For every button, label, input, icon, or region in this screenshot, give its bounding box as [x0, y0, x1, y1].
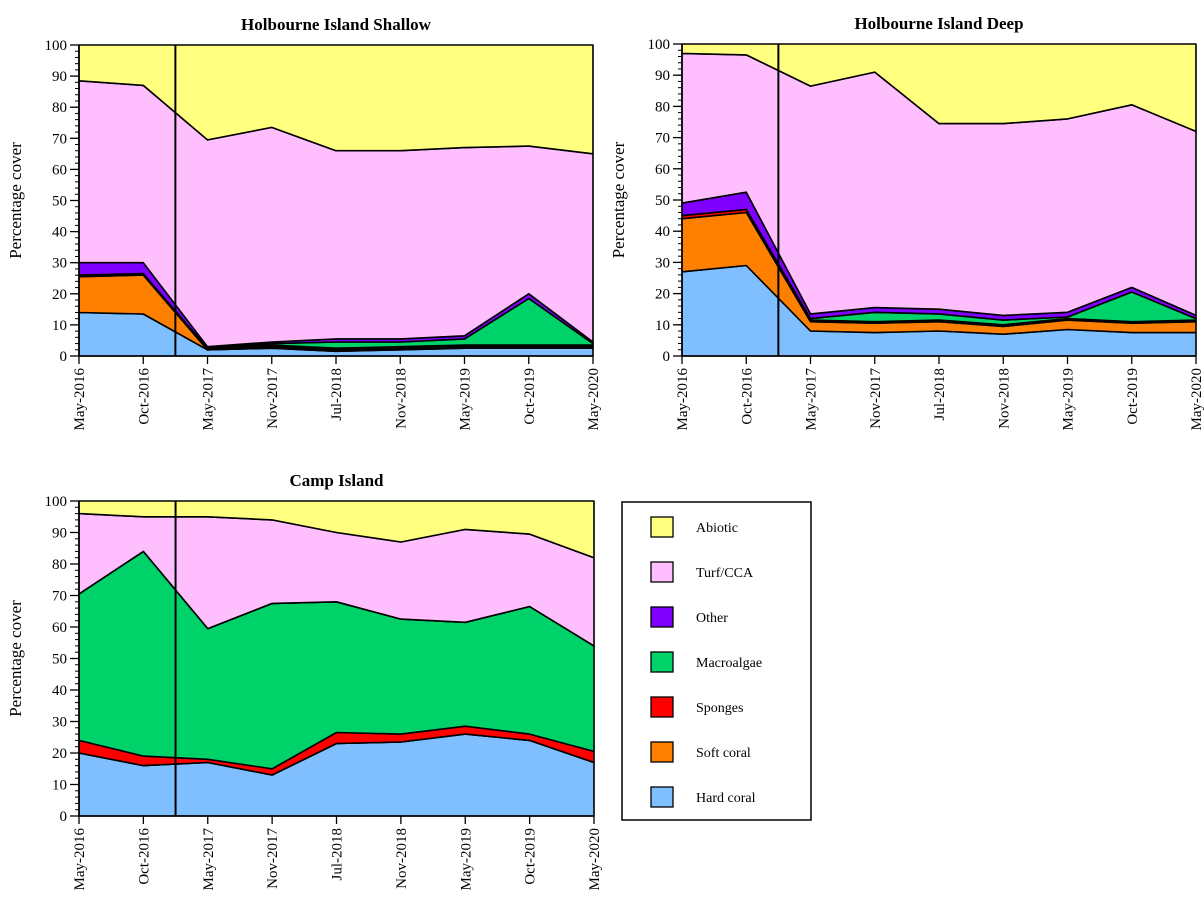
x-tick-label: Jul-2018 — [329, 368, 345, 421]
chart-camp-island: 0 10 20 30 40 50 60 70 80 90 100 May-2016 Oct-2016 Ma… — [6, 471, 603, 891]
y-tick-label: 60 — [655, 162, 670, 178]
y-tick-label: 100 — [45, 38, 68, 54]
y-tick-label: 80 — [655, 99, 670, 115]
x-tick-label: May-2020 — [586, 368, 602, 431]
area-abiotic — [78, 44, 594, 155]
y-tick-label: 30 — [655, 255, 670, 271]
x-tick-label: May-2016 — [72, 828, 88, 891]
x-tick-label: Nov-2018 — [394, 828, 410, 889]
x-tick-label: May-2017 — [201, 828, 217, 891]
x-tick-label: May-2016 — [72, 368, 88, 431]
legend-label-macro: Macroalgae — [696, 656, 762, 671]
x-tick-label: Oct-2019 — [1125, 368, 1141, 425]
y-tick-label: 90 — [52, 526, 67, 542]
x-tick-label: May-2020 — [587, 828, 603, 891]
x-tick-label: May-2016 — [675, 368, 691, 431]
chart-title: Holbourne Island Shallow — [241, 15, 432, 34]
y-tick-label: 60 — [52, 162, 67, 178]
legend-swatch-macro — [650, 651, 674, 673]
legend-label-soft: Soft coral — [696, 746, 751, 761]
chart-holbourne-deep: 0 10 20 30 40 50 60 70 80 90 100 May-2016 Oct-2016 Ma… — [609, 14, 1204, 431]
y-tick-label: 50 — [52, 194, 67, 210]
x-tick-label: Nov-2018 — [393, 368, 409, 429]
legend-swatch-soft — [650, 741, 674, 763]
legend-label-sponges: Sponges — [696, 701, 743, 716]
chart-title: Holbourne Island Deep — [854, 14, 1023, 33]
x-tick-label: Nov-2017 — [265, 828, 281, 889]
y-tick-label: 10 — [52, 318, 67, 334]
x-tick-label: Oct-2016 — [739, 368, 755, 425]
x-tick-label: May-2017 — [804, 368, 820, 431]
y-tick-label: 40 — [52, 225, 67, 241]
y-tick-label: 80 — [52, 100, 67, 116]
legend: Abiotic Turf/CCA Other Macroalgae Sponges Sof… — [621, 501, 812, 821]
legend-swatch-other — [650, 606, 674, 628]
area-abiotic — [681, 43, 1197, 133]
x-tick-label: May-2019 — [1061, 368, 1077, 431]
x-tick-label: Nov-2017 — [265, 368, 281, 429]
y-tick-label: 40 — [655, 224, 670, 240]
y-tick-label: 0 — [663, 349, 671, 365]
y-tick-label: 70 — [52, 131, 67, 147]
x-tick-label: May-2019 — [458, 368, 474, 431]
x-tick-label: May-2017 — [201, 368, 217, 431]
y-tick-label: 80 — [52, 557, 67, 573]
legend-label-abiotic: Abiotic — [696, 521, 738, 536]
y-tick-label: 100 — [45, 494, 68, 510]
x-tick-label: Oct-2016 — [136, 368, 152, 425]
y-tick-label: 0 — [60, 349, 68, 365]
x-tick-label: May-2020 — [1189, 368, 1204, 431]
y-tick-label: 40 — [52, 683, 67, 699]
legend-label-other: Other — [696, 611, 728, 626]
area-abiotic — [78, 500, 595, 559]
y-tick-label: 60 — [52, 620, 67, 636]
y-axis-label: Percentage cover — [6, 600, 25, 717]
x-tick-label: Oct-2016 — [136, 828, 152, 885]
y-tick-label: 20 — [52, 746, 67, 762]
legend-label-turf: Turf/CCA — [696, 566, 754, 581]
chart-title: Camp Island — [289, 471, 384, 490]
y-axis-label: Percentage cover — [6, 142, 25, 259]
x-tick-label: Oct-2019 — [523, 828, 539, 885]
legend-swatch-sponges — [650, 696, 674, 718]
y-tick-label: 30 — [52, 256, 67, 272]
chart-holbourne-shallow: 0 10 20 30 40 50 60 70 80 90 100 May-2016 Oct-2016 Ma… — [6, 15, 602, 431]
x-tick-label: Jul-2018 — [330, 828, 346, 881]
legend-swatch-hard — [650, 786, 674, 808]
y-tick-label: 20 — [655, 287, 670, 303]
y-tick-label: 10 — [52, 778, 67, 794]
x-tick-label: Nov-2017 — [868, 368, 884, 429]
y-tick-label: 70 — [655, 131, 670, 147]
x-tick-label: Nov-2018 — [996, 368, 1012, 429]
y-tick-label: 20 — [52, 287, 67, 303]
y-tick-label: 10 — [655, 318, 670, 334]
y-axis-label: Percentage cover — [609, 141, 628, 258]
y-tick-label: 50 — [52, 652, 67, 668]
y-tick-label: 50 — [655, 193, 670, 209]
y-tick-label: 90 — [655, 68, 670, 84]
y-tick-label: 100 — [648, 37, 671, 53]
y-tick-label: 0 — [60, 809, 68, 825]
x-tick-label: May-2019 — [458, 828, 474, 891]
legend-swatch-abiotic — [650, 516, 674, 538]
y-tick-label: 70 — [52, 589, 67, 605]
x-tick-label: Jul-2018 — [932, 368, 948, 421]
legend-label-hard: Hard coral — [696, 791, 756, 806]
y-tick-label: 90 — [52, 69, 67, 85]
x-tick-label: Oct-2019 — [522, 368, 538, 425]
legend-swatch-turf — [650, 561, 674, 583]
y-tick-label: 30 — [52, 715, 67, 731]
